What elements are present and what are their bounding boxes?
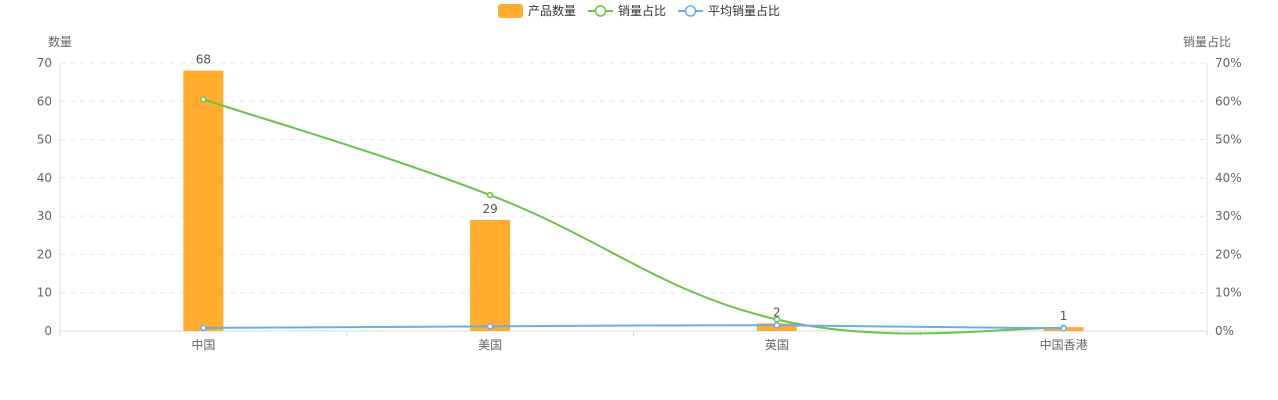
legend-item[interactable]: 平均销量占比	[678, 3, 780, 18]
y2-tick-label: 30%	[1215, 209, 1242, 223]
bar[interactable]	[183, 70, 224, 332]
bar-value-label: 29	[482, 202, 497, 216]
y2-tick-label: 20%	[1215, 247, 1242, 261]
line-point[interactable]	[486, 323, 494, 330]
y-tick-label: 50	[37, 133, 52, 147]
y-tick-label: 60	[37, 94, 52, 108]
series-line[interactable]	[203, 324, 1064, 330]
line-point[interactable]	[486, 191, 494, 199]
y2-axis-title: 销量占比	[1183, 34, 1231, 49]
line-point[interactable]	[1060, 325, 1067, 332]
bar-series	[183, 70, 1084, 332]
series-line[interactable]	[203, 98, 1064, 335]
legend-bar-swatch	[498, 4, 523, 18]
y-tick-label: 20	[37, 247, 52, 261]
legend-label: 平均销量占比	[708, 3, 780, 18]
legend-label: 产品数量	[528, 3, 576, 18]
legend[interactable]: 产品数量 销量占比 平均销量占比	[498, 3, 780, 18]
line-point[interactable]	[773, 322, 781, 329]
bar-value-label: 2	[773, 305, 781, 319]
y2-tick-label: 40%	[1215, 171, 1242, 185]
line-point[interactable]	[200, 96, 207, 103]
bar-value-label: 68	[196, 53, 211, 67]
bar[interactable]	[470, 219, 511, 331]
axes: 0 10 20 30 40 50 60 70 0% 10% 20% 30% 40% 50% 60% 70% 中国…	[37, 34, 1242, 352]
y-axis-title: 数量	[48, 34, 72, 49]
x-tick-label: 美国	[478, 338, 502, 352]
y-tick-label: 30	[37, 209, 52, 223]
x-tick-label: 中国	[191, 337, 215, 352]
legend-item[interactable]: 销量占比	[588, 3, 666, 18]
y-tick-label: 0	[44, 324, 52, 338]
y2-tick-label: 10%	[1215, 286, 1242, 300]
line-series	[200, 96, 1067, 335]
bar-value-label: 1	[1060, 309, 1068, 323]
y-tick-label: 70	[37, 56, 52, 70]
x-tick-label: 中国香港	[1040, 337, 1088, 352]
legend-marker	[594, 5, 607, 17]
y-tick-label: 10	[37, 286, 52, 300]
y2-tick-label: 70%	[1215, 56, 1242, 70]
y2-tick-label: 50%	[1215, 133, 1242, 147]
line-point[interactable]	[200, 324, 207, 332]
legend-marker	[684, 5, 697, 17]
y2-tick-label: 60%	[1215, 94, 1242, 108]
x-tick-label: 英国	[765, 338, 789, 352]
y-tick-label: 40	[37, 171, 52, 185]
legend-label: 销量占比	[618, 3, 666, 18]
y2-tick-label: 0%	[1215, 324, 1234, 338]
data-labels: 68 29 2 1	[196, 53, 1068, 324]
legend-item[interactable]: 产品数量	[498, 3, 576, 18]
grid-lines	[60, 62, 1207, 294]
